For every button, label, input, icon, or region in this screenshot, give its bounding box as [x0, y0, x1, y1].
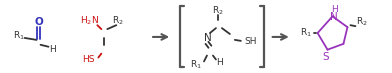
Text: SH: SH: [245, 37, 257, 46]
Text: N: N: [204, 33, 212, 43]
Text: $\mathregular{R_1}$: $\mathregular{R_1}$: [300, 27, 312, 39]
Text: $\mathregular{R_2}$: $\mathregular{R_2}$: [113, 14, 124, 27]
Text: $\mathregular{R_1}$: $\mathregular{R_1}$: [13, 30, 25, 42]
Text: S: S: [322, 52, 329, 62]
Text: H: H: [331, 5, 338, 14]
Text: $\mathregular{H_2N}$: $\mathregular{H_2N}$: [80, 14, 99, 27]
Text: $\mathregular{R_2}$: $\mathregular{R_2}$: [356, 16, 367, 28]
Text: H: H: [49, 45, 56, 54]
Text: HS: HS: [82, 55, 94, 64]
Text: N: N: [330, 12, 338, 22]
Text: $\mathregular{R_1}$: $\mathregular{R_1}$: [190, 58, 202, 71]
Text: $\mathregular{R_2}$: $\mathregular{R_2}$: [212, 4, 224, 17]
Text: H: H: [216, 58, 223, 67]
Text: O: O: [34, 17, 43, 27]
